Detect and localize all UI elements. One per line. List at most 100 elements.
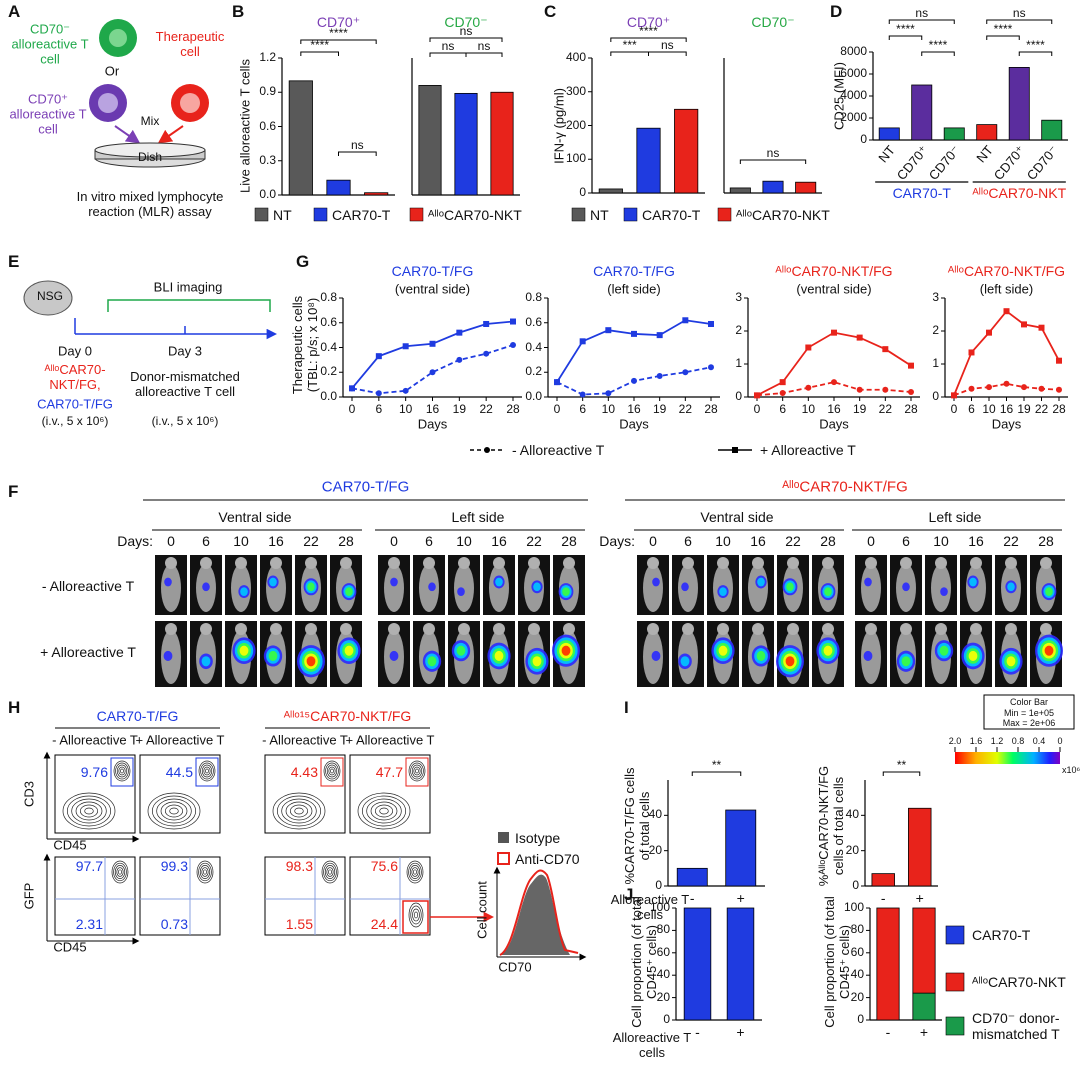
y-tick-label: 40 — [656, 967, 670, 982]
y-tick-label: 100 — [565, 151, 586, 166]
y-tick-label: 0.2 — [525, 364, 542, 379]
y-axis-label: Live alloreactive T cells — [237, 59, 253, 193]
bli-signal — [164, 577, 172, 587]
contour — [325, 762, 339, 780]
significance-bracket — [300, 39, 377, 44]
x-tick-label: 0 — [348, 402, 356, 417]
point — [510, 342, 516, 349]
days-label: Days: — [117, 532, 153, 549]
contour — [328, 766, 336, 776]
mouse-body — [748, 564, 768, 612]
contour — [79, 804, 99, 818]
contour — [409, 865, 421, 879]
significance-label: **** — [639, 24, 658, 39]
point — [1003, 308, 1010, 315]
significance-label: ns — [915, 6, 929, 21]
row-label: - Alloreactive T — [41, 577, 135, 594]
mouse-head — [752, 557, 764, 569]
bar — [1008, 67, 1030, 141]
point — [986, 329, 992, 336]
x-tick-label: 6 — [579, 402, 586, 417]
y-tick-label: 0 — [860, 132, 867, 147]
day-label: 10 — [933, 532, 949, 549]
flow-plot — [54, 754, 136, 834]
significance-label: **** — [329, 26, 348, 41]
bar — [762, 180, 784, 194]
point — [908, 362, 914, 369]
y-tick-label: 1 — [932, 356, 939, 371]
point — [375, 353, 382, 360]
mouse-head — [1040, 557, 1052, 569]
day-label: 16 — [491, 532, 507, 549]
y-tick-label: 0.0 — [320, 389, 337, 404]
contour — [272, 792, 326, 830]
contour — [379, 807, 389, 815]
mouse-head — [528, 623, 540, 635]
significance-bracket — [691, 771, 742, 776]
group-header: CAR70-T/FG — [96, 707, 179, 724]
quadrant-value: 2.31 — [75, 915, 103, 932]
label: Day 0 — [58, 343, 92, 359]
contour — [118, 869, 122, 875]
point — [605, 327, 612, 334]
y-tick-label: 300 — [565, 83, 586, 98]
contour — [324, 865, 336, 879]
y-tick-label: 0.6 — [525, 314, 542, 329]
axis-label: GFP — [21, 882, 37, 910]
chart-title: CD70⁺ — [626, 13, 671, 30]
significance-bracket — [648, 51, 687, 56]
point — [1056, 386, 1062, 393]
side-header: Ventral side — [218, 508, 292, 525]
mouse-head — [200, 557, 212, 569]
mouse-head — [682, 557, 694, 569]
x-axis-label: Days — [991, 416, 1022, 432]
contour — [116, 867, 124, 877]
mouse-head — [270, 557, 282, 569]
bar — [598, 188, 623, 194]
y-tick-label: 0.4 — [320, 339, 337, 354]
legend-swatch — [313, 207, 328, 222]
gate-value: 44.5 — [165, 763, 193, 780]
mouse-head — [270, 623, 282, 635]
x-tick-label: + — [915, 889, 924, 906]
y-axis-label: %ᴬˡˡᵒCAR70-NKT/FG cells of total cells — [816, 765, 846, 887]
mouse-head — [1040, 623, 1052, 635]
mouse-head — [787, 623, 799, 635]
contour — [408, 862, 422, 882]
contour — [413, 911, 419, 919]
contour — [115, 762, 129, 780]
y-tick-label: 0.0 — [259, 187, 276, 202]
label: Mix — [140, 114, 160, 129]
point — [510, 318, 516, 325]
colorbar-max: Max = 2e+06 — [1002, 717, 1056, 728]
mouse-head — [787, 557, 799, 569]
day-label: 28 — [561, 532, 577, 549]
y-tick-label: 0.6 — [320, 314, 337, 329]
gate — [195, 757, 219, 787]
significance-bracket — [739, 159, 807, 164]
bli-signal — [902, 582, 910, 592]
contour — [111, 860, 129, 884]
bar — [976, 124, 998, 141]
contour — [326, 867, 334, 877]
mouse-icon — [23, 280, 73, 316]
significance-label: **** — [993, 22, 1013, 37]
panel-letter: G — [296, 252, 310, 272]
y-tick-label: 0 — [579, 185, 586, 200]
legend-swatch — [717, 207, 732, 222]
cell-label: CD70⁺ alloreactive T cell — [9, 91, 87, 137]
colorbar-tick-label: 0.8 — [1011, 735, 1025, 746]
colorbar — [955, 752, 1060, 764]
contour — [200, 762, 214, 780]
y-tick-label: 1 — [735, 356, 742, 371]
contour — [120, 768, 124, 774]
x-tick-label: 10 — [801, 402, 816, 417]
legend-label: + Alloreactive T — [760, 441, 856, 458]
x-tick-label: 28 — [506, 402, 520, 417]
mouse-head — [200, 623, 212, 635]
day-label: 28 — [820, 532, 836, 549]
mouse-head — [388, 623, 400, 635]
day-label: 6 — [684, 532, 692, 549]
group-header: ᴬˡˡᵒ¹⁵CAR70-NKT/FG — [283, 707, 412, 724]
day-label: 28 — [338, 532, 354, 549]
